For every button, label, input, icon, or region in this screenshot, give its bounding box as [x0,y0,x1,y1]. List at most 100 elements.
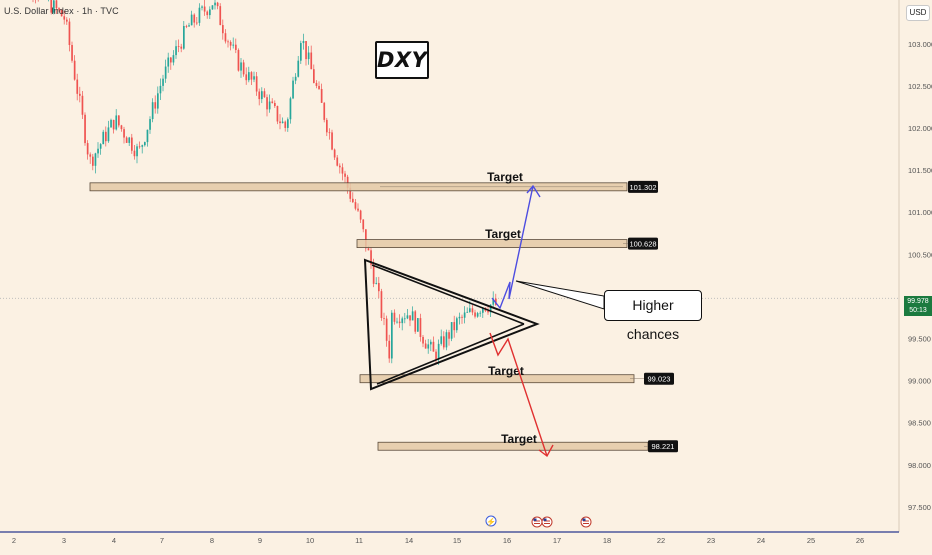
symbol-title[interactable]: U.S. Dollar Index · 1h · TVC [4,6,119,16]
candle-body [463,312,466,318]
target-label: Target [488,364,524,378]
candles-group [32,0,497,365]
candle-body [94,153,97,166]
candle-body [328,132,331,134]
candle-body [237,49,240,71]
x-tick-label: 14 [405,536,413,545]
candle-body [307,52,310,60]
candle-body [398,321,401,324]
candle-body [219,6,222,26]
candle-body [284,121,287,128]
candle-body [279,121,281,124]
candle-body [365,229,367,249]
candle-body [203,6,206,12]
zone-price-badge-text: 101.302 [629,183,656,192]
down-arrow-head [538,444,554,458]
candle-body [419,318,422,337]
candle-body [367,248,370,251]
target-label: Target [485,227,521,241]
candle-body [424,343,427,349]
lightning-icon: ⚡ [486,517,496,527]
candle-body [60,9,63,17]
y-tick-label: 101.500 [908,166,932,175]
candle-body [263,91,266,98]
candle-body [440,336,443,344]
candle-body [297,60,300,77]
candle-body [292,80,294,99]
candle-body [370,250,372,265]
x-tick-label: 2 [12,536,16,545]
candle-body [242,62,245,75]
candle-body [289,98,292,120]
candle-body [89,154,92,157]
candle-body [294,76,297,81]
candle-body [300,43,302,61]
event-icon-lightning [485,515,497,527]
candle-body [357,208,359,211]
x-tick-label: 7 [160,536,164,545]
candle-body [323,102,326,120]
candle-body [253,76,255,80]
currency-badge[interactable]: USD [906,5,930,21]
candle-body [245,74,248,81]
candle-body [476,313,479,317]
candle-body [71,45,73,61]
candle-body [190,14,193,26]
candle-body [196,22,198,24]
candle-body [50,0,53,13]
candle-body [79,93,81,96]
candle-body [305,41,307,60]
candle-body [154,102,157,109]
triangle-pattern [363,258,540,391]
candle-body [123,129,125,138]
candle-body [138,146,141,148]
candle-body [232,44,235,46]
candle-body [383,317,385,319]
x-tick-label: 22 [657,536,665,545]
candle-body [437,343,440,360]
candle-body [274,102,276,107]
candle-body [310,52,313,70]
candle-body [393,312,396,322]
candle-body [341,167,344,174]
candle-body [157,93,159,109]
candle-body [68,21,71,46]
candle-body [222,25,224,34]
candle-body [92,156,94,166]
candle-body [128,137,131,143]
target-label: Target [487,170,523,184]
candle-body [359,210,362,220]
candle-body [55,0,58,9]
candle-body [276,106,279,122]
candle-body [458,316,461,319]
y-tick-label: 99.500 [908,335,931,344]
candle-body [66,19,68,22]
candle-body [229,41,232,46]
candle-body [131,137,133,151]
zone-price-badge-text: 100.628 [629,240,656,249]
candle-body [118,115,120,126]
candle-body [76,79,79,94]
candle-body [261,91,263,100]
candle-body [146,129,149,143]
candle-body [388,340,391,359]
candle-body [417,318,419,332]
candle-body [258,91,261,100]
candle-body [453,322,456,331]
x-tick-label: 25 [807,536,815,545]
candle-body [271,101,274,103]
candle-body [125,137,128,143]
candle-body [385,318,388,341]
candle-body [318,85,320,89]
candle-body [53,0,55,13]
candle-body [401,318,404,324]
last-price-tag: 99.978 50:13 [904,296,932,316]
candle-body [432,341,435,352]
candle-body [372,264,375,284]
candle-body [287,119,289,128]
candle-body [450,322,453,339]
flag-canton [533,518,537,521]
y-tick-label: 99.000 [908,377,931,386]
